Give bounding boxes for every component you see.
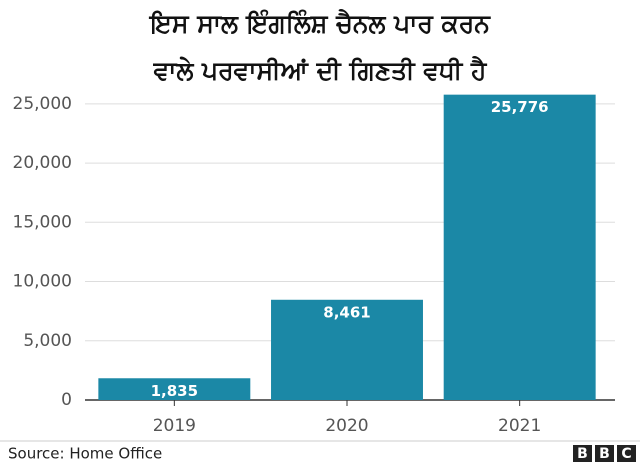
y-tick-label: 0 [61, 390, 72, 410]
x-tick-label: 2019 [153, 416, 196, 436]
x-tick-label: 2020 [325, 416, 368, 436]
y-tick-label: 25,000 [13, 94, 72, 114]
y-tick-label: 15,000 [13, 212, 72, 232]
chart-title: ਵਾਲੇ ਪਰਵਾਸੀਆਂ ਦੀ ਗਿਣਤੀ ਵਧੀ ਹੈ [153, 55, 488, 85]
x-tick-label: 2021 [498, 416, 541, 436]
source: Source: Home Office [8, 445, 162, 463]
logo-box [617, 445, 636, 462]
y-tick-label: 20,000 [13, 153, 72, 173]
bar [443, 94, 596, 401]
logo-letter: B [577, 446, 588, 462]
logo-letter: B [599, 446, 610, 462]
bar [271, 299, 423, 400]
y-tick-label: 5,000 [23, 331, 72, 351]
logo-box [573, 445, 592, 462]
value-label: 1,835 [151, 382, 198, 400]
logo-letter: C [621, 446, 631, 462]
logo-box [595, 445, 614, 462]
value-label: 8,461 [323, 303, 370, 321]
bar [98, 378, 251, 400]
chart-title: ਇਸ ਸਾਲ ਇੰਗਲਿੰਸ਼ ਚੈਨਲ ਪਾਰ ਕਰਨ [148, 8, 491, 38]
value-label: 25,776 [491, 98, 549, 116]
y-tick-label: 10,000 [13, 272, 72, 292]
